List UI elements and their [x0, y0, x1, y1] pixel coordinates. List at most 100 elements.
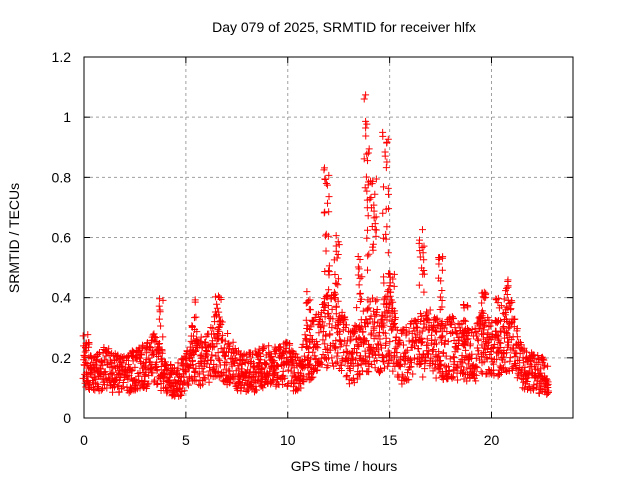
data-point	[476, 324, 484, 332]
data-point	[464, 303, 472, 311]
data-point	[335, 241, 343, 249]
data-point	[381, 148, 389, 156]
chart-title: Day 079 of 2025, SRMTID for receiver hlf…	[212, 19, 476, 35]
data-point	[155, 302, 163, 310]
data-point	[482, 353, 490, 361]
data-point	[215, 335, 223, 343]
data-point	[265, 342, 273, 350]
data-point	[124, 376, 132, 384]
data-point	[372, 175, 380, 183]
data-point	[353, 341, 361, 349]
data-point	[102, 352, 110, 360]
data-point	[334, 238, 342, 246]
data-point	[302, 316, 310, 324]
data-point	[437, 360, 445, 368]
data-point	[459, 369, 467, 377]
data-point	[318, 360, 326, 368]
data-point	[324, 232, 332, 240]
data-point	[354, 271, 362, 279]
data-point	[180, 387, 188, 395]
data-point	[539, 355, 547, 363]
data-point	[303, 299, 311, 307]
data-point	[438, 297, 446, 305]
data-point	[107, 369, 115, 377]
data-point	[370, 207, 378, 215]
data-point	[424, 341, 432, 349]
data-point	[438, 266, 446, 274]
data-point	[378, 344, 386, 352]
data-point	[437, 320, 445, 328]
data-point	[418, 226, 426, 234]
data-point	[386, 288, 394, 296]
data-point	[394, 340, 402, 348]
data-point	[337, 367, 345, 375]
data-point	[355, 334, 363, 342]
data-point	[209, 342, 217, 350]
data-point	[389, 298, 397, 306]
data-point	[212, 363, 220, 371]
data-point	[432, 374, 440, 382]
data-point	[307, 321, 315, 329]
data-point	[500, 323, 508, 331]
data-point	[354, 362, 362, 370]
data-point	[364, 212, 372, 220]
data-point	[449, 373, 457, 381]
data-point	[332, 322, 340, 330]
data-point	[222, 352, 230, 360]
data-point	[217, 345, 225, 353]
data-point	[363, 150, 371, 158]
data-point	[322, 247, 330, 255]
data-point	[490, 371, 498, 379]
data-point	[190, 314, 198, 322]
data-point	[155, 315, 163, 323]
data-point	[359, 356, 367, 364]
data-point	[260, 345, 268, 353]
data-point	[199, 368, 207, 376]
data-point	[314, 344, 322, 352]
data-point	[523, 377, 531, 385]
data-point	[462, 346, 470, 354]
data-point	[486, 322, 494, 330]
data-point	[89, 385, 97, 393]
data-point	[368, 180, 376, 188]
data-point	[371, 351, 379, 359]
data-point	[460, 341, 468, 349]
data-point	[325, 193, 333, 201]
data-point	[251, 347, 259, 355]
data-point	[465, 360, 473, 368]
data-point	[322, 179, 330, 187]
data-point	[332, 359, 340, 367]
data-point	[269, 358, 277, 366]
data-point	[81, 348, 89, 356]
data-point	[536, 365, 544, 373]
data-point	[354, 263, 362, 271]
data-point	[479, 323, 487, 331]
data-point	[463, 364, 471, 372]
data-point	[332, 343, 340, 351]
data-point	[474, 335, 482, 343]
data-point	[379, 209, 387, 217]
data-point	[401, 360, 409, 368]
data-point	[382, 235, 390, 243]
data-point	[349, 374, 357, 382]
data-point	[372, 213, 380, 221]
data-point	[506, 354, 514, 362]
data-point	[217, 296, 225, 304]
data-point	[197, 333, 205, 341]
data-point	[349, 362, 357, 370]
data-point	[356, 289, 364, 297]
y-tick-label: 0.6	[52, 230, 72, 246]
data-point	[187, 332, 195, 340]
data-point	[391, 345, 399, 353]
data-point	[304, 297, 312, 305]
data-point	[380, 279, 388, 287]
data-point	[364, 320, 372, 328]
data-point	[500, 295, 508, 303]
data-point	[96, 349, 104, 357]
data-point	[364, 157, 372, 165]
data-point	[393, 343, 401, 351]
data-point	[418, 334, 426, 342]
data-point	[356, 290, 364, 298]
data-point	[330, 291, 338, 299]
data-point	[192, 313, 200, 321]
